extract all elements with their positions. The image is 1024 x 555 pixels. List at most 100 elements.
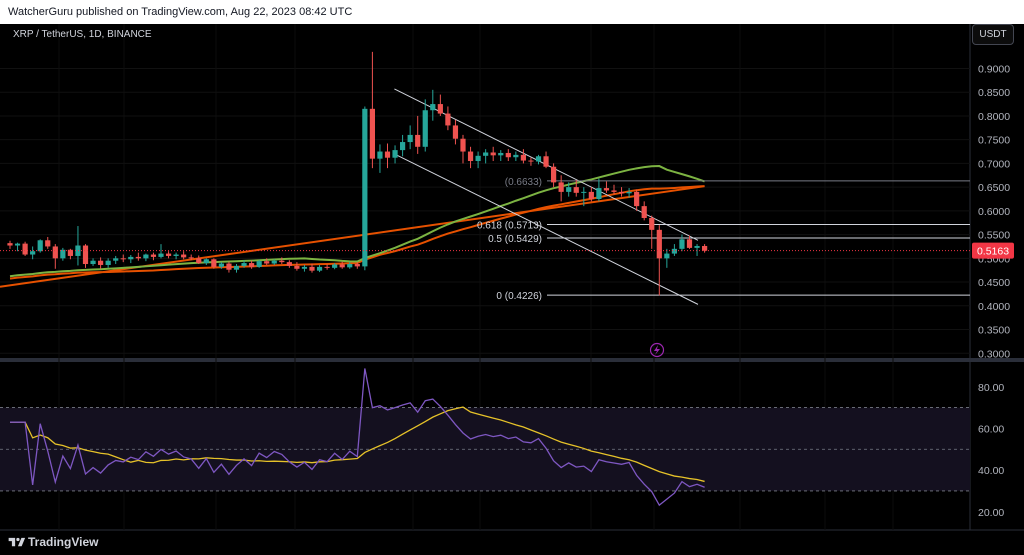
candle-body [249,263,255,267]
candle-body [165,253,172,256]
candle-body [649,217,655,230]
candle-body [264,261,270,264]
candle-body [377,151,383,159]
candle-body [656,229,662,259]
fib-retracement[interactable]: (0.6633) 0.618 (0.5713) 0.5 (0.5429) 0 (0.4… [477,177,970,302]
candle-body [422,110,428,147]
candles [7,51,708,296]
candle-body [694,245,700,248]
candle-body [596,188,602,199]
candle-body [196,258,202,264]
candle-body [135,256,141,259]
candle-body [75,245,81,256]
price-tick-label: 0.3000 [978,348,1010,360]
price-tick-label: 0.4000 [978,301,1010,313]
price-tick-label: 0.5500 [978,230,1010,242]
candle-body [498,152,504,156]
price-tags: 0.5163 [0,242,1014,358]
candle-body [634,191,640,207]
grid [0,24,1024,531]
candle-body [573,187,579,193]
candle-body [384,151,391,158]
candle-body [475,155,481,162]
candle-body [279,260,285,263]
candle-body [392,150,398,158]
candle-body [233,265,240,270]
descending-channel[interactable] [394,88,699,305]
candle-body [22,243,28,255]
candle-body [37,240,43,252]
publish-bar: WatcherGuru published on TradingView.com… [0,0,1024,24]
price-tick-label: 0.6500 [978,182,1010,194]
candle-body [309,266,315,271]
currency-button[interactable]: USDT [972,24,1014,45]
candle-body [203,259,209,264]
price-tick-label: 0.6000 [978,206,1010,218]
candle-body [105,260,111,265]
brand-name: TradingView [28,535,99,549]
candle-body [626,191,632,194]
price-tick-label: 0.3500 [978,325,1010,337]
candle-body [535,156,542,162]
candle-body [7,243,13,246]
candle-body [67,249,73,256]
price-tick-label: 0.8000 [978,111,1010,123]
candle-body [528,160,534,162]
candle-body [347,264,353,268]
price-tick-label: 0.7500 [978,135,1010,147]
candle-body [82,245,89,265]
candle-body [603,188,610,191]
candle-body [686,239,693,248]
candle-body [286,262,292,266]
candle-body [369,108,375,159]
candle-body [513,154,519,158]
candle-body [324,266,330,268]
fib-level-label: 0.5 (0.5429) [488,234,542,245]
candle-body [181,254,187,258]
candle-body [90,260,96,265]
candle-body [437,104,443,114]
pane-separator [0,358,1024,362]
candle-body [505,152,511,158]
channel-lower [394,153,699,305]
candle-body [271,260,277,264]
rsi-tick-label: 80.00 [978,382,1004,394]
fib-level-label: (0.6633) [505,177,542,188]
candle-body [452,125,459,139]
candle-body [467,151,474,162]
candle-body [113,258,119,261]
candle-body [520,154,526,161]
moving-averages [0,165,705,288]
candle-body [611,190,617,192]
candle-body [490,152,496,156]
candle-body [188,257,194,259]
rsi-band-background [0,407,970,492]
candle-body [158,253,164,257]
candle-body [52,246,58,259]
candle-body [218,263,224,267]
candle-body [566,187,572,192]
candle-body [294,265,300,269]
candle-body [588,191,594,199]
last-price-tag-bg [972,242,1014,259]
candle-body [45,240,51,247]
candle-body [143,254,149,259]
tradingview-logo-icon [8,537,26,547]
candle-body [301,266,308,269]
rsi-lines [10,368,705,507]
candle-body [400,142,406,151]
candle-body [332,264,338,268]
rsi-tick-label: 40.00 [978,465,1004,477]
candle-body [671,248,677,254]
flash-icon [649,342,665,358]
candle-body [618,191,625,194]
candle-body [339,264,345,268]
candle-body [241,263,247,266]
candle-body [581,191,587,193]
candle-body [445,113,451,126]
price-tick-label: 0.7000 [978,158,1010,170]
candle-body [641,206,647,218]
chart-canvas[interactable]: (0.6633) 0.618 (0.5713) 0.5 (0.5429) 0 (0.4… [0,24,1024,531]
flash-icon-ring [649,342,665,358]
